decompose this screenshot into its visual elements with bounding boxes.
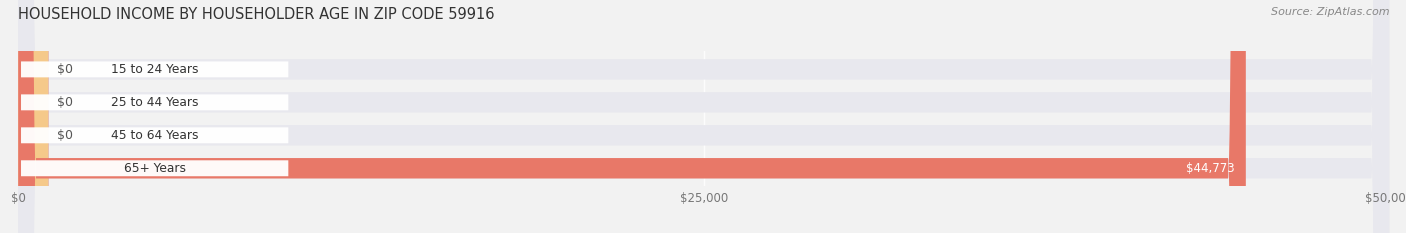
FancyBboxPatch shape [18, 0, 48, 233]
Text: Source: ZipAtlas.com: Source: ZipAtlas.com [1271, 7, 1389, 17]
FancyBboxPatch shape [18, 0, 1246, 233]
Text: $0: $0 [56, 129, 73, 142]
Text: 25 to 44 Years: 25 to 44 Years [111, 96, 198, 109]
FancyBboxPatch shape [21, 127, 288, 143]
FancyBboxPatch shape [21, 62, 288, 77]
Text: 45 to 64 Years: 45 to 64 Years [111, 129, 198, 142]
FancyBboxPatch shape [18, 0, 1389, 233]
FancyBboxPatch shape [18, 0, 1389, 233]
FancyBboxPatch shape [18, 0, 48, 233]
FancyBboxPatch shape [21, 94, 288, 110]
FancyBboxPatch shape [18, 0, 48, 233]
Text: $44,773: $44,773 [1187, 162, 1234, 175]
Text: HOUSEHOLD INCOME BY HOUSEHOLDER AGE IN ZIP CODE 59916: HOUSEHOLD INCOME BY HOUSEHOLDER AGE IN Z… [18, 7, 495, 22]
FancyBboxPatch shape [21, 160, 288, 176]
Text: $0: $0 [56, 96, 73, 109]
Text: 65+ Years: 65+ Years [124, 162, 186, 175]
FancyBboxPatch shape [18, 0, 1389, 233]
FancyBboxPatch shape [18, 0, 1389, 233]
Text: $0: $0 [56, 63, 73, 76]
Text: 15 to 24 Years: 15 to 24 Years [111, 63, 198, 76]
